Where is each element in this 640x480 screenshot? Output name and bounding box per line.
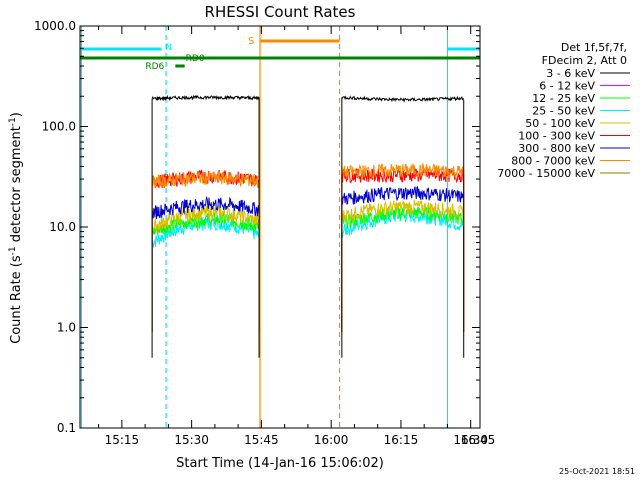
y-axis-label: Count Rate (s-1 detector segment-1) [8, 112, 24, 344]
series-2-segment-1 [341, 206, 465, 230]
y-tick-label-4: 0.1 [57, 421, 76, 435]
series-3-segment-1 [341, 209, 465, 239]
series-0-segment-0 [151, 94, 260, 102]
chart-title: RHESSI Count Rates [205, 3, 356, 21]
x-tick-label-3: 16:00 [314, 433, 349, 447]
series-4-segment-1 [341, 200, 465, 223]
y-tick-label-3: 1.0 [57, 321, 76, 335]
rd0-flag-label: RD0 [186, 54, 205, 64]
series-7-segment-0 [151, 171, 260, 189]
series-0-segment-1 [341, 95, 465, 103]
x-tick-label-0: 15:15 [105, 433, 140, 447]
y-tick-label-0: 1000.0 [34, 19, 76, 33]
x-tick-label-6: 16:45 [461, 433, 496, 447]
series-4-segment-0 [151, 205, 260, 233]
legend-header-1: FDecim 2, Att 0 [542, 54, 627, 67]
y-tick-label-2: 10.0 [49, 220, 76, 234]
legend-entry-4: 50 - 100 keV [525, 117, 595, 130]
series-6-segment-0 [151, 195, 260, 219]
legend-entry-2: 12 - 25 keV [532, 92, 595, 105]
rd6-flag-label: RD6 [145, 62, 164, 72]
timestamp: 25-Oct-2021 18:51 [559, 467, 635, 476]
x-axis-label: Start Time (14-Jan-16 15:06:02) [176, 456, 384, 471]
legend-entry-6: 300 - 800 keV [518, 142, 595, 155]
series-7-segment-1 [341, 162, 465, 180]
legend-entry-8: 7000 - 15000 keV [497, 167, 595, 180]
legend-entry-5: 100 - 300 keV [518, 130, 595, 143]
legend-entry-7: 800 - 7000 keV [511, 155, 595, 168]
night-flag-label: N [165, 43, 172, 53]
plot-frame [79, 25, 481, 429]
x-tick-label-5: 16:30 [453, 433, 488, 447]
legend-header-0: Det 1f,5f,7f, [561, 41, 627, 54]
legend-entry-3: 25 - 50 keV [532, 105, 595, 118]
x-tick-label-1: 15:30 [174, 433, 209, 447]
saa-flag-label: S [248, 36, 254, 47]
legend-entry-1: 6 - 12 keV [539, 80, 595, 93]
legend-entry-0: 3 - 6 keV [546, 67, 595, 80]
x-tick-label-4: 16:15 [384, 433, 419, 447]
plot-area: N S RD6 RD0 [80, 26, 480, 428]
series-6-segment-1 [341, 186, 465, 205]
y-tick-label-1: 100.0 [42, 120, 76, 134]
x-tick-label-2: 15:45 [244, 433, 279, 447]
series-2-segment-0 [151, 211, 260, 236]
